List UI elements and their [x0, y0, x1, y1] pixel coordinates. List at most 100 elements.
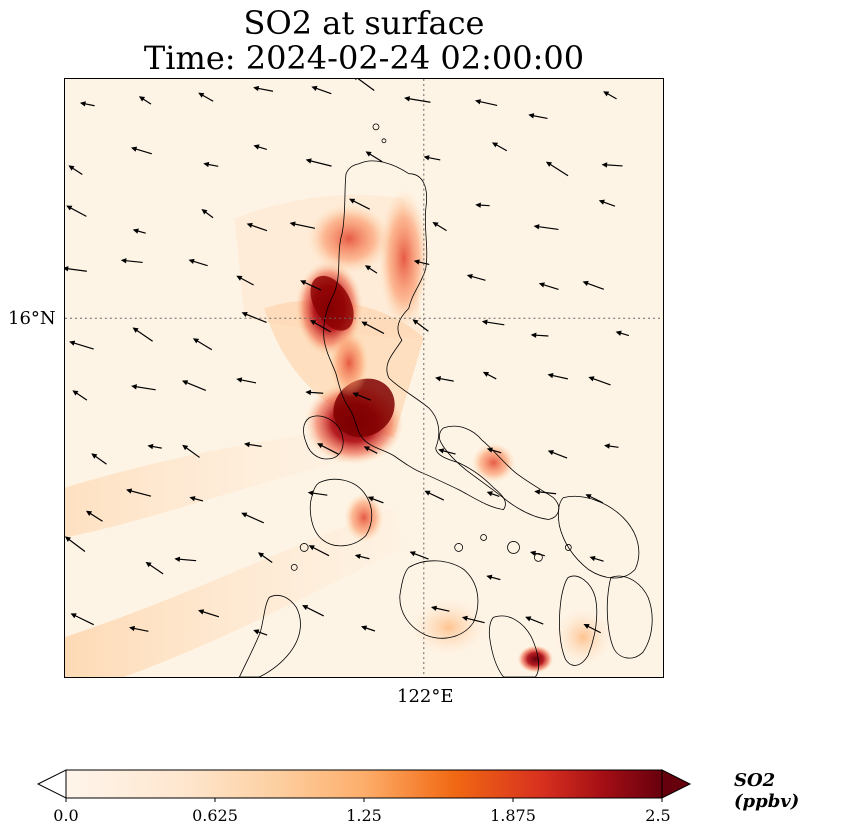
- so2-hotspot-panay: [408, 597, 489, 658]
- coastline-cebu: [559, 575, 598, 666]
- wind-arrowhead-64: [317, 443, 324, 449]
- coastline-bataan: [303, 415, 344, 460]
- wind-arrowhead-58: [547, 372, 554, 379]
- wind-arrowhead-50: [72, 390, 79, 396]
- wind-arrowhead-81: [145, 561, 152, 568]
- wind-arrowhead-44: [310, 320, 317, 326]
- colorbar-label: SO2 (ppbv): [734, 770, 800, 812]
- wind-arrowhead-72: [189, 496, 196, 502]
- wind-vector-14: [306, 159, 332, 167]
- wind-arrowhead-70: [85, 510, 93, 516]
- so2-hotspot-cebu: [553, 607, 614, 668]
- coastline-islet-5: [507, 541, 520, 554]
- wind-arrowhead-15: [365, 151, 372, 157]
- wind-arrowhead-67: [486, 447, 493, 453]
- wind-arrowhead-19: [601, 162, 608, 168]
- wind-arrowhead-99: [583, 623, 590, 629]
- lat-tick-label: 16°N: [8, 308, 56, 329]
- coastline-islet-2: [381, 138, 387, 144]
- colorbar-tick-label-3: 1.875: [490, 806, 536, 825]
- wind-arrowhead-35: [364, 265, 372, 271]
- coastline-negros: [488, 615, 540, 677]
- wind-arrowhead-29: [598, 199, 605, 205]
- coastline: [238, 123, 653, 677]
- wind-arrowhead-39: [582, 280, 589, 286]
- colorbar-tick-label-0: 0.0: [53, 806, 79, 825]
- wind-vectors: [65, 79, 630, 636]
- colorbar-gradient: [65, 769, 663, 799]
- wind-arrowhead-93: [253, 629, 260, 635]
- wind-arrowhead-53: [236, 377, 243, 383]
- wind-arrowhead-91: [129, 625, 136, 632]
- wind-arrowhead-1: [138, 96, 146, 102]
- wind-vector-6: [405, 97, 431, 103]
- colorbar-tick-label-1: 0.625: [192, 806, 238, 825]
- wind-arrowhead-20: [66, 205, 73, 211]
- colorbar: [36, 768, 692, 802]
- wind-arrowhead-18: [545, 161, 553, 167]
- wind-arrowhead-11: [130, 146, 138, 152]
- colorbar-tick-label-2: 1.25: [346, 806, 382, 825]
- wind-arrowhead-46: [412, 319, 419, 325]
- wind-arrowhead-10: [68, 165, 75, 171]
- coastline-islet-1: [372, 123, 380, 131]
- colorbar-tick-label-4: 2.5: [645, 806, 671, 825]
- wind-arrowhead-48: [530, 332, 537, 338]
- wind-arrowhead-28: [533, 224, 540, 230]
- wind-arrowhead-14: [305, 158, 312, 164]
- wind-arrowhead-85: [354, 553, 361, 560]
- wind-arrowhead-55: [352, 392, 359, 398]
- so2-hotspot-ridge: [329, 329, 369, 397]
- wind-arrowhead-47: [481, 319, 488, 325]
- coastline-islet-6: [534, 553, 543, 562]
- wind-arrowhead-88: [529, 550, 536, 556]
- so2-hotspot-negros: [517, 645, 554, 674]
- wind-arrowhead-94: [302, 605, 309, 610]
- map-canvas: [65, 79, 663, 677]
- wind-arrowhead-17: [491, 142, 499, 148]
- wind-arrowhead-68: [547, 450, 554, 456]
- wind-arrowhead-41: [132, 327, 139, 333]
- coastline-islet-9: [454, 543, 464, 552]
- wind-arrowhead-21: [132, 228, 139, 234]
- wind-arrowhead-12: [203, 161, 210, 168]
- wind-arrowhead-92: [198, 609, 205, 615]
- wind-arrowhead-84: [308, 545, 315, 551]
- coastline-leyte: [606, 575, 653, 659]
- so2-plume-mid: [65, 427, 364, 538]
- wind-arrowhead-37: [466, 273, 473, 280]
- wind-arrowhead-62: [182, 444, 189, 451]
- coastline-samar: [558, 495, 640, 579]
- wind-arrowhead-45: [361, 321, 368, 327]
- wind-vector-43: [242, 312, 267, 324]
- wind-arrowhead-86: [409, 551, 416, 557]
- so2-hotspot-east: [378, 188, 429, 329]
- wind-arrowhead-61: [147, 443, 154, 450]
- wind-arrowhead-69: [604, 443, 610, 449]
- wind-arrowhead-24: [289, 221, 296, 227]
- wind-arrowhead-23: [246, 222, 253, 229]
- wind-arrowhead-25: [349, 198, 356, 204]
- wind-arrowhead-82: [174, 556, 181, 562]
- colorbar-min-extend: [36, 769, 67, 799]
- wind-arrowhead-83: [257, 552, 265, 558]
- wind-arrowhead-57: [482, 371, 490, 377]
- wind-arrowhead-38: [538, 282, 545, 288]
- so2-hotspot-mindoro: [344, 492, 384, 543]
- wind-arrowhead-56: [435, 376, 442, 382]
- lon-tick-label: 122°E: [397, 686, 454, 707]
- wind-arrowhead-76: [424, 490, 431, 496]
- wind-arrowhead-80: [65, 536, 71, 542]
- wind-vector-30: [65, 267, 87, 272]
- wind-arrowhead-97: [461, 615, 468, 622]
- wind-arrowhead-9: [603, 91, 610, 97]
- wind-arrowhead-43: [241, 311, 248, 317]
- wind-arrowhead-31: [120, 258, 127, 264]
- wind-arrowhead-49: [615, 330, 622, 336]
- wind-arrowhead-66: [438, 448, 445, 454]
- wind-arrowhead-4: [311, 85, 318, 91]
- wind-arrowhead-79: [585, 494, 592, 500]
- coastline-islet-3: [299, 543, 309, 552]
- wind-arrowhead-63: [244, 441, 250, 448]
- wind-arrowhead-6: [404, 96, 411, 102]
